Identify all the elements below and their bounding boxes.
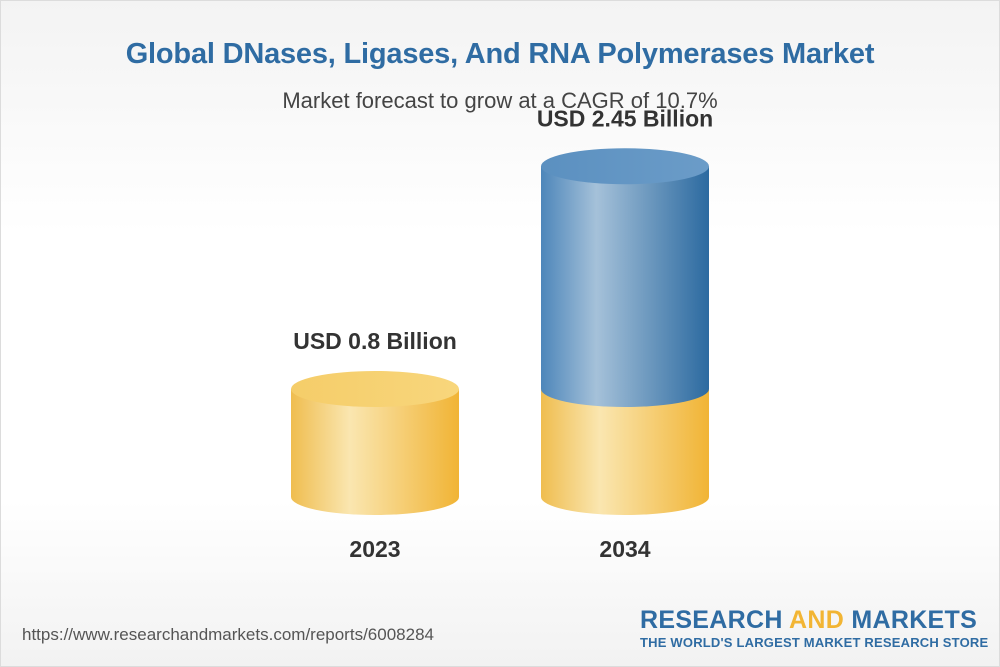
source-url[interactable]: https://www.researchandmarkets.com/repor… (22, 625, 434, 644)
bar-2023 (291, 371, 459, 515)
bar-base-segment (291, 389, 459, 515)
brand-name-and: AND (789, 606, 845, 634)
category-label: 2034 (599, 536, 650, 562)
bar-base-segment (541, 389, 709, 515)
category-label: 2023 (349, 536, 400, 562)
brand-name-markets: MARKETS (851, 606, 978, 634)
bar-2034 (541, 148, 709, 515)
chart-title: Global DNases, Ligases, And RNA Polymera… (125, 38, 875, 70)
brand-logo: RESEARCH AND MARKETS THE WORLD'S LARGEST… (640, 606, 989, 652)
bar-top-cap (291, 371, 459, 407)
value-label: USD 0.8 Billion (293, 328, 457, 354)
brand-name-research: RESEARCH (640, 606, 783, 634)
brand-name: RESEARCH AND MARKETS (640, 606, 978, 634)
brand-tagline: THE WORLD'S LARGEST MARKET RESEARCH STOR… (640, 635, 989, 650)
bar-top-cap (541, 148, 709, 185)
chart-subtitle: Market forecast to grow at a CAGR of 10.… (282, 88, 718, 113)
value-label: USD 2.45 Billion (537, 105, 713, 131)
bar-growth-segment (541, 166, 709, 407)
